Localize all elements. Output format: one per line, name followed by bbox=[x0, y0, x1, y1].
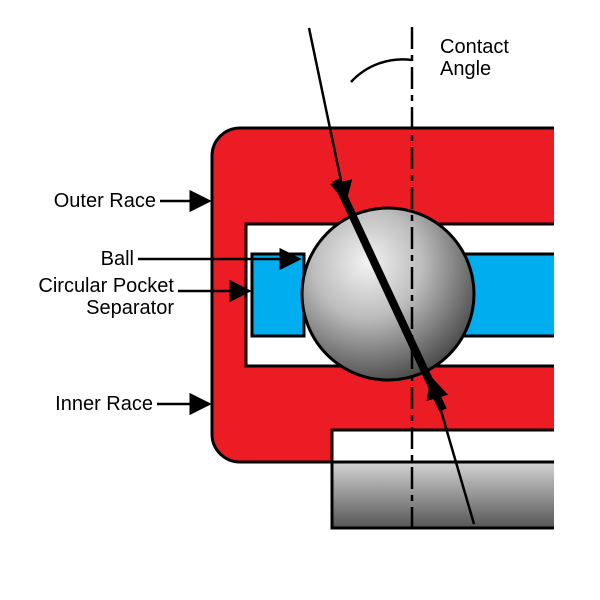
label-circular-pocket-l2: Separator bbox=[86, 297, 174, 319]
label-ball: Ball bbox=[18, 248, 134, 270]
label-contact-angle-l2: Angle bbox=[440, 58, 491, 80]
separator-right bbox=[464, 254, 584, 336]
label-outer-race: Outer Race bbox=[18, 190, 156, 212]
angle-arc bbox=[351, 59, 412, 82]
label-circular-pocket: Circular Pocket Separator bbox=[0, 275, 174, 319]
label-circular-pocket-l1: Circular Pocket bbox=[38, 275, 174, 297]
separator-left bbox=[252, 254, 304, 336]
label-inner-race: Inner Race bbox=[18, 393, 153, 415]
label-contact-angle: Contact Angle bbox=[440, 36, 509, 80]
label-contact-angle-l1: Contact bbox=[440, 36, 509, 58]
shaft-base bbox=[332, 462, 592, 528]
